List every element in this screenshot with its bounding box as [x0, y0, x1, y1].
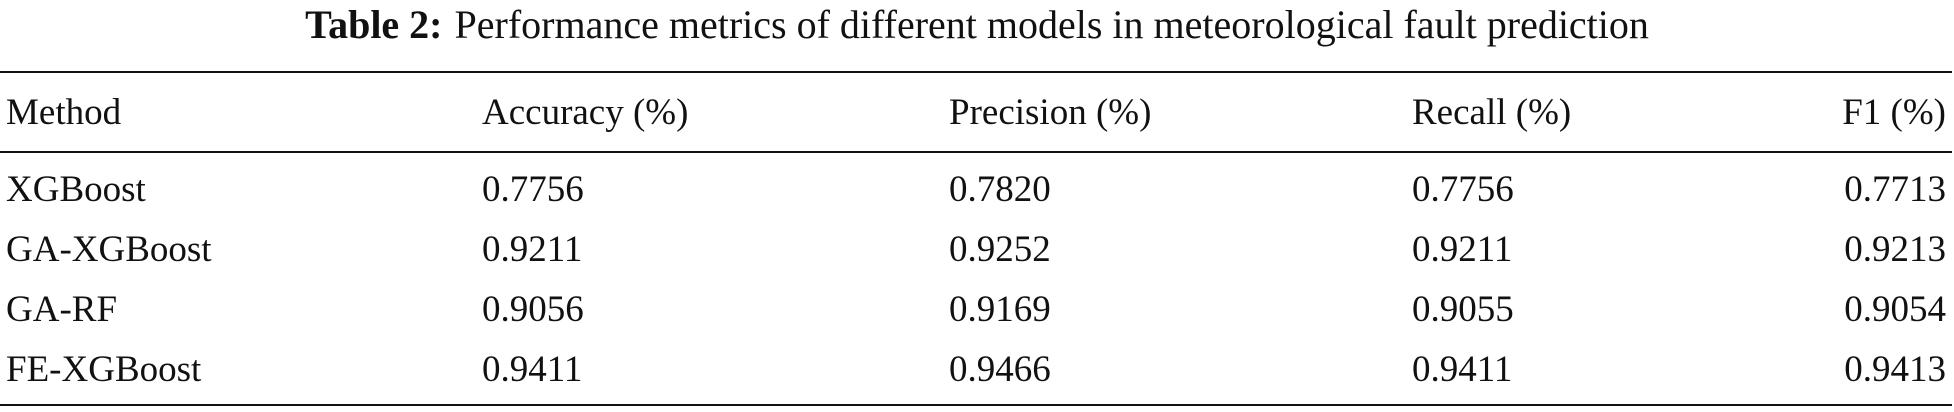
- table-cell: 0.9056: [482, 289, 584, 330]
- table-cell: 0.7756: [1412, 169, 1514, 210]
- header-cell: F1 (%): [1842, 92, 1946, 133]
- header-rule: [0, 151, 1952, 153]
- table-cell: 0.7756: [482, 169, 584, 210]
- header-cell: Recall (%): [1412, 92, 1572, 133]
- header-cell: Accuracy (%): [482, 92, 689, 133]
- table-cell: 0.9169: [949, 289, 1051, 330]
- caption-label: Table 2:: [305, 2, 443, 47]
- table-cell: 0.7820: [949, 169, 1051, 210]
- table-cell: 0.9213: [1844, 229, 1946, 270]
- table-cell: 0.9211: [1412, 229, 1513, 270]
- table-cell: 0.7713: [1844, 169, 1946, 210]
- table-cell: 0.9413: [1844, 349, 1946, 390]
- header-cell: Precision (%): [949, 92, 1152, 133]
- table-cell: 0.9411: [482, 349, 583, 390]
- table-cell: 0.9055: [1412, 289, 1514, 330]
- top-rule: [0, 71, 1952, 73]
- table-cell: 0.9252: [949, 229, 1051, 270]
- bottom-rule: [0, 404, 1952, 406]
- table-cell: 0.9054: [1844, 289, 1946, 330]
- header-cell: Method: [6, 92, 122, 133]
- row-label: GA-XGBoost: [6, 229, 212, 270]
- caption-text: Performance metrics of different models …: [454, 2, 1649, 47]
- row-label: FE-XGBoost: [6, 349, 202, 390]
- table-cell: 0.9211: [482, 229, 583, 270]
- table-caption: Table 2: Performance metrics of different…: [0, 2, 1954, 48]
- row-label: GA-RF: [6, 289, 118, 330]
- table-cell: 0.9466: [949, 349, 1051, 390]
- table-cell: 0.9411: [1412, 349, 1513, 390]
- row-label: XGBoost: [6, 169, 146, 210]
